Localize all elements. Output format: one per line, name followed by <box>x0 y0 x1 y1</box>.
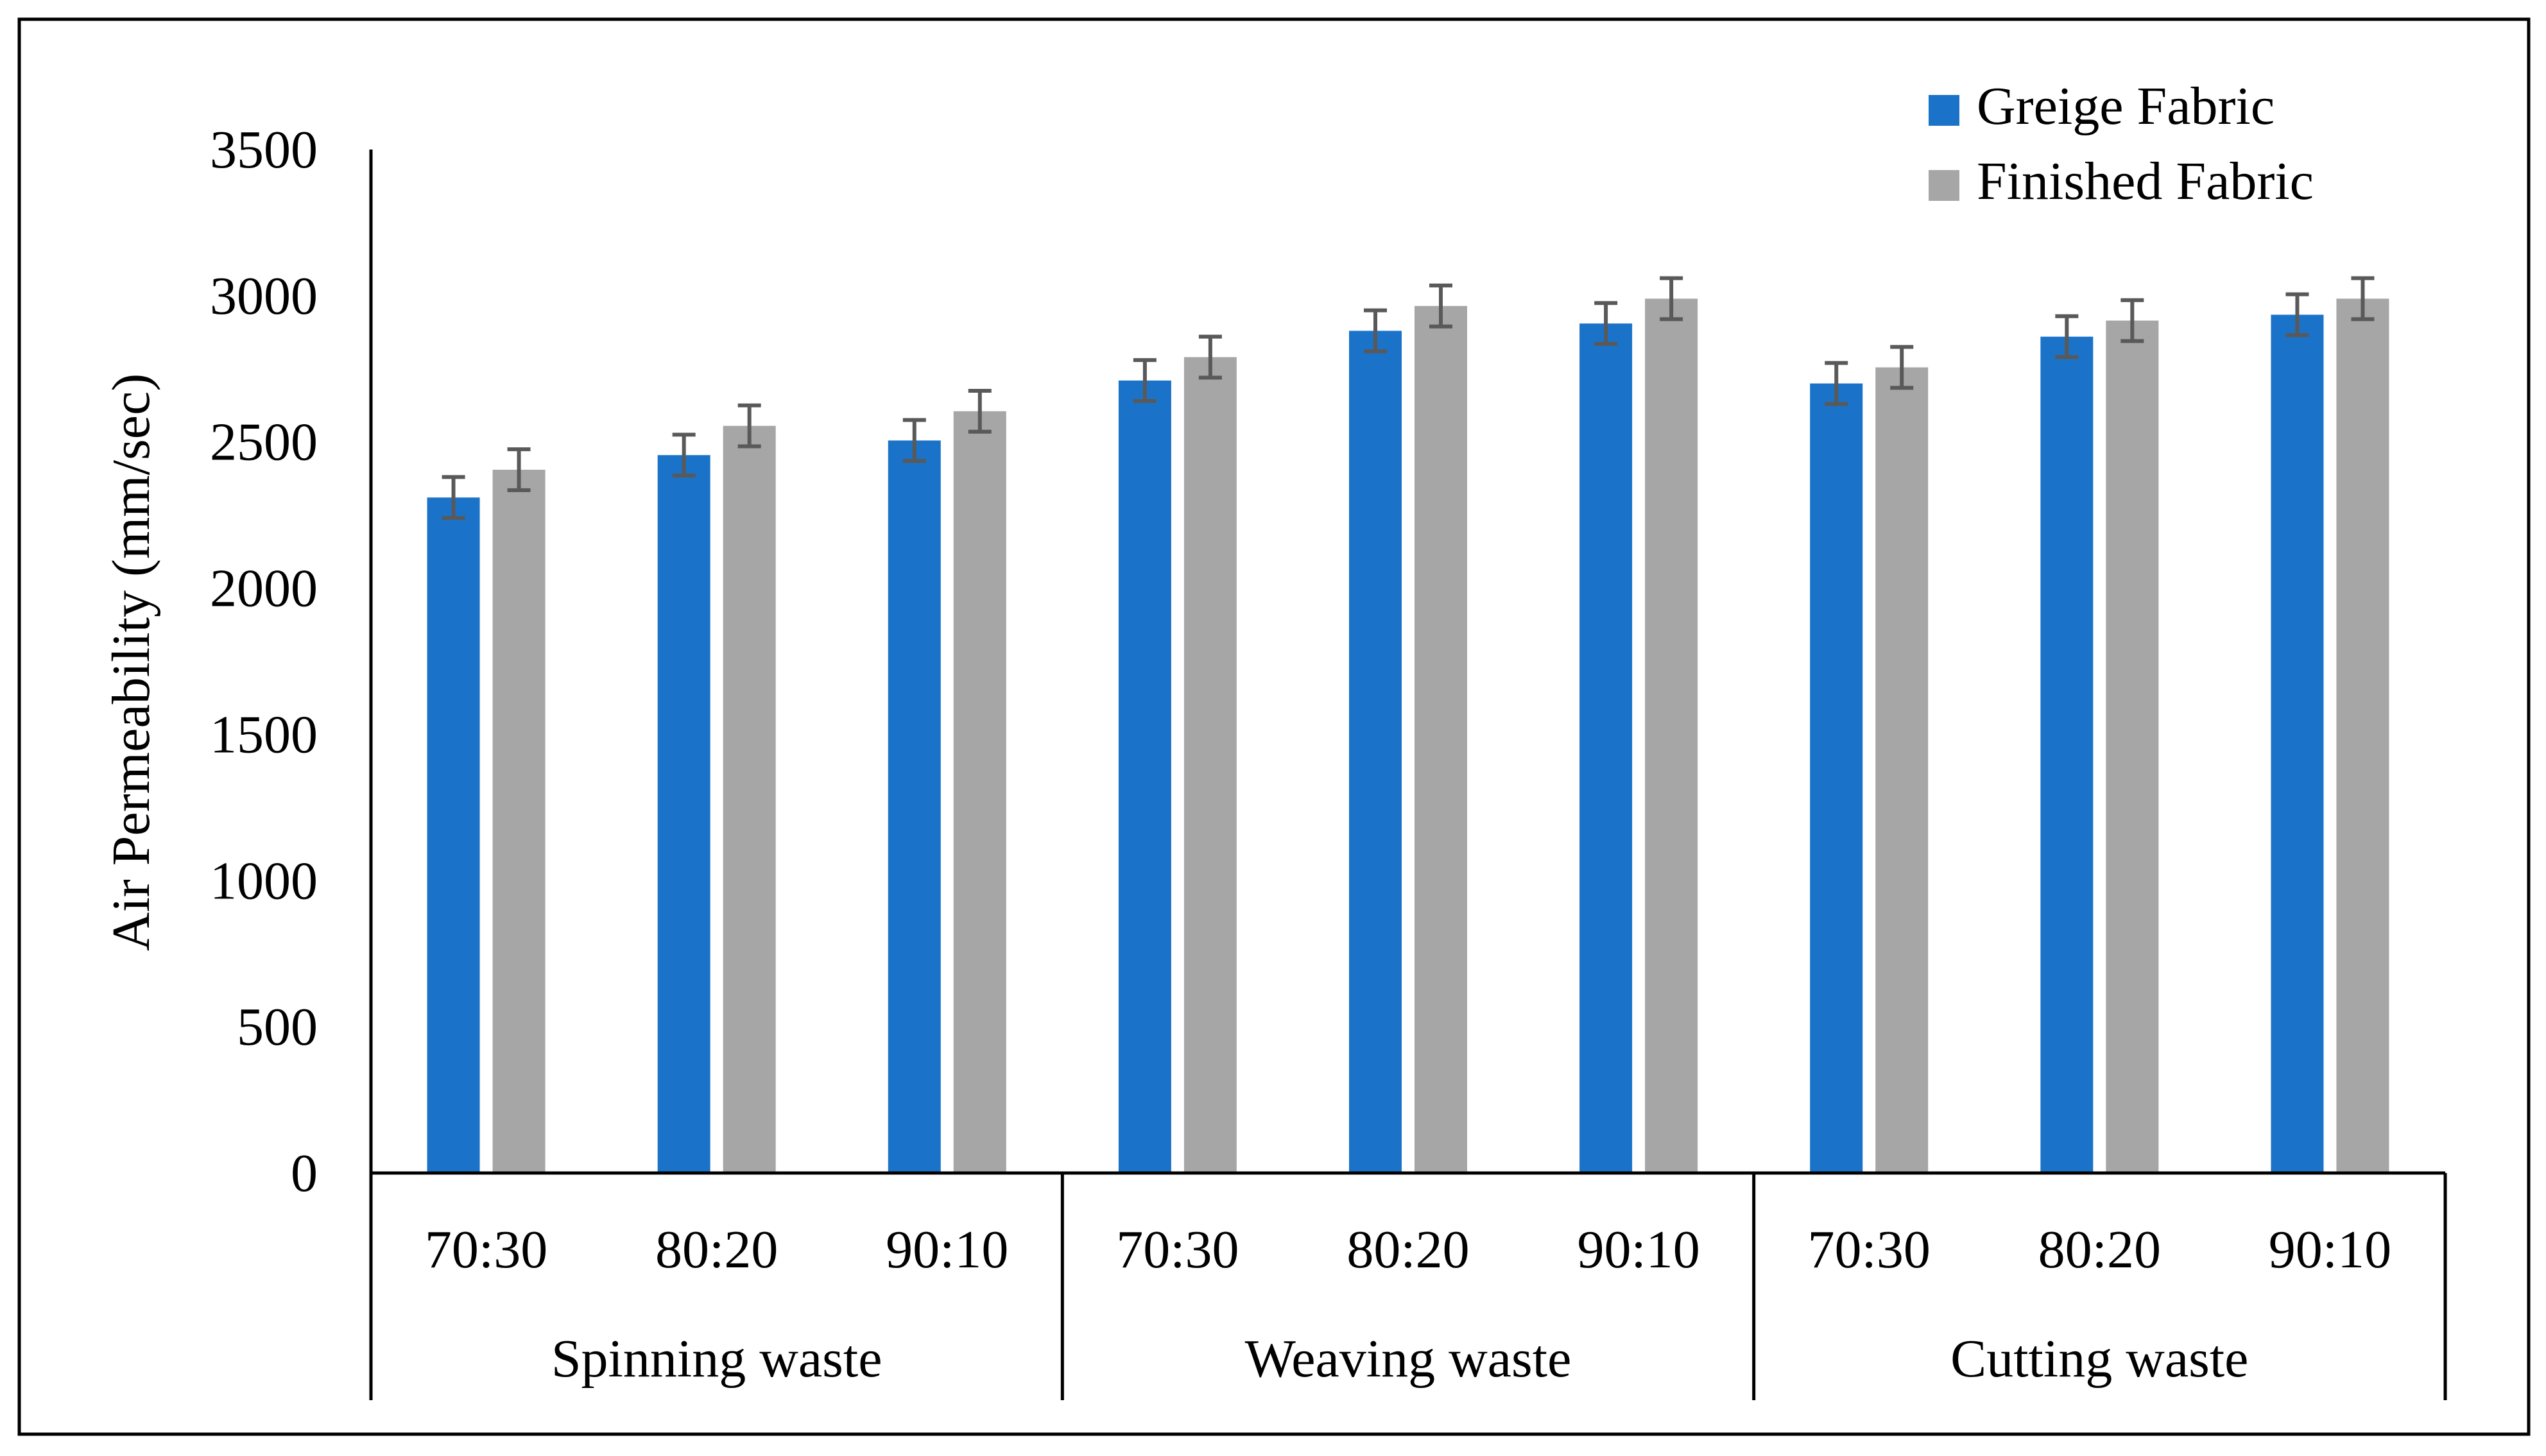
x-axis-labels: 70:30 80:20 90:10 70:30 80:20 90:10 70:30 80:20… <box>425 1220 2391 1389</box>
bar-greige <box>1118 381 1171 1173</box>
bar-finished <box>2336 298 2389 1173</box>
y-axis-ticks: 0 500 1000 1500 2000 2500 3000 3500 <box>210 120 318 1203</box>
x-tick-label: 90:10 <box>2269 1220 2391 1280</box>
x-tick-label: 90:10 <box>1577 1220 1699 1280</box>
y-tick-label: 0 <box>291 1143 318 1203</box>
legend-swatch-finished <box>1929 170 1959 201</box>
bar-greige <box>2040 336 2094 1173</box>
x-tick-label: 70:30 <box>1116 1220 1239 1280</box>
bar-greige <box>427 497 480 1173</box>
legend-swatch-greige <box>1929 95 1959 126</box>
x-tick-label: 80:20 <box>2038 1220 2161 1280</box>
y-tick-label: 3000 <box>210 266 318 326</box>
y-tick-label: 1000 <box>210 851 318 911</box>
bar-finished <box>1415 305 1467 1173</box>
bar-greige <box>1810 383 1863 1173</box>
legend-label-finished: Finished Fabric <box>1977 151 2314 211</box>
bar-greige <box>888 440 941 1173</box>
y-tick-label: 1500 <box>210 705 318 764</box>
bar-greige <box>657 455 710 1173</box>
bar-finished <box>492 470 546 1174</box>
error-bars <box>442 276 2375 520</box>
bar-greige <box>1579 323 1633 1173</box>
bars <box>427 298 2389 1174</box>
y-axis-title: Air Permeability (mm/sec) <box>101 373 161 951</box>
bar-finished <box>723 425 776 1173</box>
x-tick-label: 80:20 <box>1346 1220 1469 1280</box>
x-tick-label: 70:30 <box>425 1220 547 1280</box>
legend: Greige Fabric Finished Fabric <box>1929 76 2314 211</box>
bar-finished <box>2106 320 2159 1173</box>
bar-greige <box>1349 330 1402 1173</box>
y-tick-label: 3500 <box>210 120 318 180</box>
bar-finished <box>953 411 1006 1173</box>
bar-finished <box>1183 357 1237 1173</box>
x-group-label: Cutting waste <box>1950 1329 2248 1389</box>
y-tick-label: 2000 <box>210 559 318 619</box>
y-tick-label: 2500 <box>210 413 318 472</box>
x-tick-label: 70:30 <box>1808 1220 1931 1280</box>
x-tick-label: 90:10 <box>886 1220 1008 1280</box>
axes <box>369 150 2447 1400</box>
bar-greige <box>2271 314 2324 1174</box>
bar-finished <box>1645 298 1698 1173</box>
bar-finished <box>1875 367 1929 1174</box>
legend-label-greige: Greige Fabric <box>1977 76 2275 136</box>
x-group-label: Weaving waste <box>1245 1329 1572 1389</box>
x-group-label: Spinning waste <box>551 1329 882 1389</box>
x-tick-label: 80:20 <box>655 1220 778 1280</box>
y-tick-label: 500 <box>237 997 318 1057</box>
